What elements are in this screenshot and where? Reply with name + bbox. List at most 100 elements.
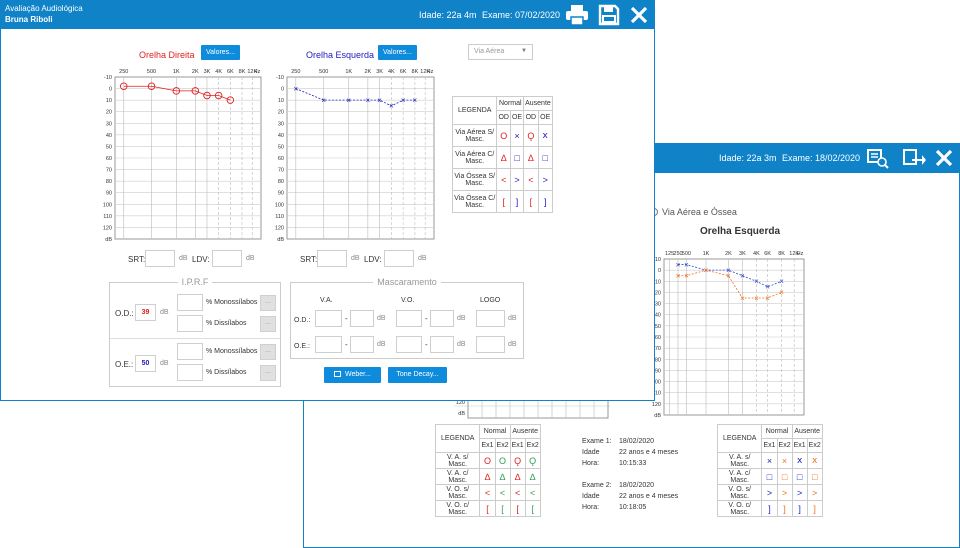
left-ldv-input[interactable] (384, 250, 414, 267)
masking-od-va-from[interactable] (315, 310, 342, 327)
right-srt-unit: dB (179, 255, 188, 262)
iprf-oe-mono-more-button[interactable]: ... (260, 344, 276, 360)
legend-absent-header: Ausente (791, 424, 823, 439)
data-point-x: × (346, 96, 351, 105)
freq-tick-label: 6K (764, 251, 771, 257)
legend-row-label: Via Óssea C/ Masc. (451, 190, 498, 213)
freq-tick-label: 12K (789, 251, 799, 257)
data-point-x: × (321, 96, 326, 105)
legend-symbol: □ (806, 468, 823, 485)
iprf-oe-value-box[interactable]: 50 (135, 355, 156, 372)
freq-tick-label: 12K (247, 69, 257, 75)
legend-col-header: Ex2 (494, 438, 511, 453)
masking-od-logo[interactable] (476, 310, 505, 327)
right-ldv-input[interactable] (212, 250, 242, 267)
iprf-od-dis-more-button[interactable]: ... (260, 316, 276, 332)
data-point-x: × (754, 277, 759, 286)
legend-row-label: V. A. s/ Masc. (716, 452, 763, 469)
db-tick-label: dB (458, 411, 465, 417)
freq-tick-label: 250 (673, 251, 682, 257)
exam2-label: Exame 2: (582, 482, 612, 489)
masking-od-vo-to[interactable] (430, 310, 454, 327)
legend-symbol: ] (791, 500, 808, 517)
right-ear-title: Orelha Direita (139, 50, 195, 60)
left-srt-input[interactable] (317, 250, 347, 267)
legend-symbol: ∆ (524, 468, 541, 485)
masking-od-vo-from[interactable] (396, 310, 422, 327)
left-ear-values-button[interactable]: Valores... (378, 45, 417, 60)
weber-button[interactable]: Weber... (324, 367, 381, 383)
db-tick-label: -10 (104, 75, 112, 81)
legend-normal-header: Normal (496, 96, 525, 111)
iprf-oe-dis-more-button[interactable]: ... (260, 365, 276, 381)
db-tick-label: 0 (658, 268, 661, 274)
freq-tick-label: 6K (400, 69, 407, 75)
legend-symbol: × (761, 452, 778, 469)
freq-tick-label: 2K (364, 69, 371, 75)
right-ear-values-button[interactable]: Valores... (201, 45, 240, 60)
legend-symbol: < (509, 484, 526, 501)
right-srt-input[interactable] (145, 250, 175, 267)
iprf-od-dis-label: % Dissílabos (206, 320, 247, 327)
iprf-oe-dis-input[interactable] (177, 364, 203, 381)
db-tick-label: 60 (106, 156, 112, 162)
exam1-label: Exame 1: (582, 438, 612, 445)
db-tick-label: 10 (655, 257, 661, 263)
legend-symbol: < (524, 484, 541, 501)
iprf-od-value-box[interactable]: 39 (135, 304, 156, 321)
iprf-od-mono-input[interactable] (177, 294, 203, 311)
view-search-icon[interactable] (866, 147, 890, 174)
save-icon[interactable] (598, 4, 620, 31)
db-tick-label: 90 (278, 191, 284, 197)
audiology-title-bar: Avaliação Audiológica Bruna Riboli Idade… (1, 1, 654, 29)
series-line (678, 264, 782, 288)
legend-symbol: [ (494, 500, 511, 517)
iprf-oe-mono-input[interactable] (177, 343, 203, 360)
print-icon[interactable] (565, 4, 589, 31)
comparison-legend-table: LEGENDA Normal Ausente Ex1 Ex2 Ex1 Ex2 V. A. s/… (434, 424, 541, 517)
db-tick-label: 50 (278, 144, 284, 150)
left-ldv-label: LDV: (364, 255, 382, 264)
close-icon[interactable] (934, 148, 954, 173)
window-title: Avaliação Audiológica (5, 4, 83, 13)
legend-symbol: ⅹ (537, 124, 553, 147)
data-point-x: × (765, 294, 770, 303)
masking-oe-va-from[interactable] (315, 336, 342, 353)
share-icon[interactable] (902, 147, 926, 174)
tone-decay-button[interactable]: Tone Decay... (388, 367, 447, 383)
freq-tick-label: 4K (215, 69, 222, 75)
db-tick-label: 20 (106, 110, 112, 116)
masking-va-header: V.A. (320, 297, 333, 304)
via-select[interactable]: Via Aérea ▼ (468, 44, 533, 60)
masking-oe-vo-to[interactable] (430, 336, 454, 353)
freq-tick-label: 8K (778, 251, 785, 257)
exam2-date: 18/02/2020 (619, 482, 655, 489)
iprf-od-dis-input[interactable] (177, 315, 203, 332)
masking-oe-logo[interactable] (476, 336, 505, 353)
freq-tick-label: 1K (173, 69, 180, 75)
iprf-od-mono-more-button[interactable]: ... (260, 295, 276, 311)
iprf-panel: I.P.R.F (109, 277, 281, 387)
masking-od-va-unit: dB (377, 315, 386, 322)
close-icon[interactable] (629, 5, 649, 30)
masking-oe-va-to[interactable] (350, 336, 374, 353)
freq-tick-label: 4K (388, 69, 395, 75)
db-tick-label: dB (105, 237, 112, 243)
legend-symbol: ] (806, 500, 823, 517)
data-point-x: × (726, 266, 731, 275)
masking-oe-vo-from[interactable] (396, 336, 422, 353)
masking-od-va-to[interactable] (350, 310, 374, 327)
right-srt-label: SRT: (128, 255, 146, 264)
db-tick-label: 40 (278, 133, 284, 139)
iprf-divider (110, 338, 280, 339)
left-srt-label: SRT: (300, 255, 318, 264)
legend-symbol: × (509, 124, 525, 147)
legend-row-label: V. O. c/ Masc. (434, 500, 481, 517)
data-point-x: × (684, 272, 689, 281)
db-tick-label: 30 (655, 302, 661, 308)
data-point-x: × (413, 96, 418, 105)
legend-col-header: OD (523, 110, 539, 125)
legend-symbol: O (494, 452, 511, 469)
legend-col-header: Ex1 (791, 438, 808, 453)
exam1-age: 22 anos e 4 meses (619, 449, 679, 456)
